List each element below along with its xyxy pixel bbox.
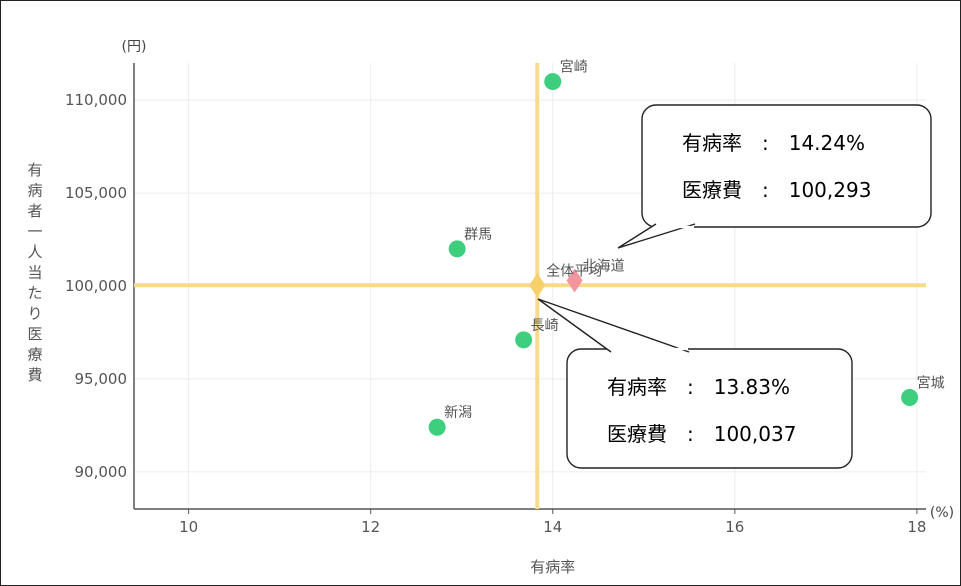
y-tick-label: 95,000	[75, 370, 128, 388]
callout-line-cost: 医療費 : 100,293	[682, 178, 871, 202]
y-axis-title: 有病者一人当たり医療費	[27, 161, 42, 384]
callout-box	[641, 104, 932, 228]
y-tick-label: 105,000	[65, 184, 127, 202]
data-point-label: 新潟	[444, 405, 472, 421]
data-point-label: 宮城	[917, 376, 945, 392]
x-axis-title: 有病率	[530, 558, 575, 576]
highlight-point-diamond	[566, 268, 583, 293]
callout-line-prevalence: 有病率 : 14.24%	[682, 131, 865, 155]
x-tick-label: 14	[543, 518, 562, 536]
data-point-label: 群馬	[464, 227, 492, 243]
x-tick-label: 12	[361, 518, 380, 536]
data-point	[901, 389, 919, 406]
data-point	[448, 240, 466, 258]
x-tick-label: 16	[725, 518, 744, 536]
callout-line-prevalence: 有病率 : 13.83%	[607, 375, 790, 399]
data-point	[428, 418, 446, 436]
average-point-label: 全体平均	[546, 262, 602, 279]
y-unit-label: (円)	[122, 39, 147, 55]
callout-pointer	[537, 298, 690, 353]
average-point-diamond	[529, 273, 546, 298]
y-tick-label: 100,000	[65, 277, 127, 295]
y-tick-label: 90,000	[75, 463, 128, 481]
data-point-label: 長崎	[531, 318, 559, 334]
y-tick-label: 110,000	[65, 91, 127, 109]
data-point	[515, 331, 533, 349]
x-tick-label: 18	[907, 518, 926, 536]
callout-box	[566, 348, 853, 469]
data-point-label: 宮崎	[560, 60, 588, 76]
x-tick-label: 10	[179, 518, 198, 536]
highlight-point-label: 北海道	[583, 259, 625, 275]
x-unit-label: (%)	[930, 505, 954, 521]
data-point	[544, 73, 562, 91]
callout-line-cost: 医療費 : 100,037	[607, 422, 796, 446]
callout-pointer	[617, 223, 696, 249]
